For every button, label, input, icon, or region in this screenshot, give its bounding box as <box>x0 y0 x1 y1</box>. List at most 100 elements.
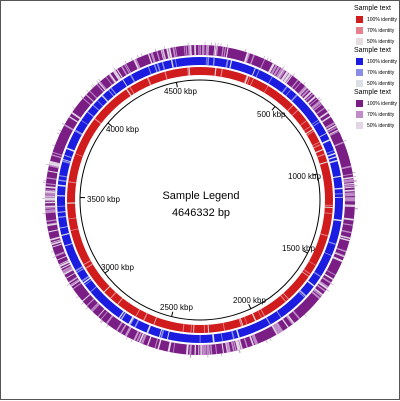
outer-feature-mark <box>137 55 138 58</box>
outer-feature-mark <box>283 66 285 69</box>
identity-gap-mark <box>45 208 55 209</box>
outer-feature-mark <box>81 302 83 304</box>
tick-label-3000kbp: 3000 kbp <box>101 263 134 272</box>
tick-label-2000kbp: 2000 kbp <box>233 296 266 305</box>
outer-feature-mark <box>155 49 156 52</box>
identity-gap-mark <box>209 345 210 355</box>
center-title: Sample Legend <box>121 190 281 202</box>
outer-feature-mark <box>326 290 328 292</box>
outer-feature-mark <box>270 338 271 341</box>
legend-swatch <box>356 38 363 45</box>
outer-feature-mark <box>100 320 102 322</box>
identity-gap-mark <box>45 190 55 191</box>
outer-feature-mark <box>245 49 246 52</box>
identity-gap-mark <box>187 344 188 354</box>
legend-swatch <box>356 122 363 129</box>
identity-gap-mark <box>345 190 355 191</box>
outer-feature-mark <box>114 68 116 71</box>
outer-feature-mark <box>67 284 70 286</box>
legend-label: 50% identity <box>367 81 394 87</box>
outer-feature-mark <box>93 84 95 86</box>
outer-feature-mark <box>264 56 265 59</box>
legend-label: 70% identity <box>367 28 394 34</box>
legend-label: 50% identity <box>367 39 394 45</box>
outer-feature-mark <box>141 53 142 56</box>
legend-swatch <box>356 111 363 118</box>
outer-feature-mark <box>125 61 126 64</box>
legend-item: 70% identity <box>356 25 400 36</box>
tick-label-4000kbp: 4000 kbp <box>106 125 139 134</box>
legend-item: 100% identity <box>356 56 400 67</box>
outer-feature-mark <box>52 145 55 146</box>
identity-gap-mark <box>208 325 209 333</box>
outer-feature-mark <box>266 340 267 343</box>
tick-label-3500kbp: 3500 kbp <box>87 195 120 204</box>
outer-feature-mark <box>57 133 60 134</box>
outer-feature-mark <box>59 130 62 131</box>
identity-gap-mark <box>45 210 55 211</box>
legend-group-3: Sample text 100% identity 70% identity 5… <box>356 88 400 131</box>
outer-feature-mark <box>353 172 356 173</box>
legend-title: Sample text <box>354 4 400 14</box>
legend-item: 70% identity <box>356 67 400 78</box>
outer-feature-mark <box>267 58 268 61</box>
legend-swatch <box>356 16 363 23</box>
tick-label-1000kbp: 1000 kbp <box>288 172 321 181</box>
outer-feature-mark <box>270 59 271 62</box>
outer-feature-mark <box>331 283 334 285</box>
outer-feature-mark <box>107 325 109 327</box>
identity-gap-mark <box>190 345 191 355</box>
identity-gap-mark <box>188 68 189 76</box>
outer-feature-mark <box>304 314 306 316</box>
center-genome-size: 4646332 bp <box>121 207 281 219</box>
outer-feature-mark <box>318 97 320 99</box>
legend-label: 70% identity <box>367 112 394 118</box>
major-tick <box>172 312 173 317</box>
outer-feature-mark <box>76 296 78 298</box>
legend-item: 100% identity <box>356 14 400 25</box>
identity-gap-mark <box>46 187 56 188</box>
identity-gap-mark <box>213 334 214 342</box>
outer-feature-mark <box>62 123 65 124</box>
tick-label-4500kbp: 4500 kbp <box>164 87 197 96</box>
outer-feature-mark <box>46 164 49 165</box>
outer-feature-mark <box>293 74 295 76</box>
outer-feature-mark <box>86 307 88 309</box>
outer-feature-mark <box>344 140 347 141</box>
identity-gap-mark <box>189 45 190 55</box>
outer-feature-mark <box>51 251 54 252</box>
tick-label-500kbp: 500 kbp <box>257 110 285 119</box>
legend-swatch <box>356 27 363 34</box>
identity-gap-mark <box>58 185 66 186</box>
identity-gap-mark <box>45 212 55 213</box>
legend-title: Sample text <box>354 88 400 98</box>
outer-feature-mark <box>164 46 165 49</box>
outer-feature-mark <box>72 107 74 109</box>
legend-label: 100% identity <box>367 59 397 65</box>
outer-feature-mark <box>327 110 329 112</box>
identity-gap-mark <box>213 58 214 66</box>
outer-feature-mark <box>101 321 103 323</box>
legend-group-2: Sample text 100% identity 70% identity 5… <box>356 46 400 89</box>
legend-swatch <box>356 100 363 107</box>
legend-label: 50% identity <box>367 123 394 129</box>
tick-label-2500kbp: 2500 kbp <box>160 303 193 312</box>
outer-feature-mark <box>131 339 132 342</box>
identity-gap-mark <box>335 188 343 189</box>
outer-feature-mark <box>126 337 127 340</box>
outer-feature-mark <box>81 96 83 98</box>
legend-item: 70% identity <box>356 109 400 120</box>
outer-feature-mark <box>53 257 56 258</box>
legend-group-1: Sample text 100% identity 70% identity 5… <box>356 4 400 47</box>
legend-label: 100% identity <box>367 17 397 23</box>
outer-feature-mark <box>304 82 306 84</box>
outer-feature-mark <box>96 81 98 83</box>
identity-gap-mark <box>191 45 192 55</box>
legend-swatch <box>356 69 363 76</box>
legend-swatch <box>356 80 363 87</box>
identity-gap-mark <box>191 325 192 333</box>
legend-item: 50% identity <box>356 120 400 131</box>
identity-gap-mark <box>45 192 55 193</box>
legend-swatch <box>356 58 363 65</box>
